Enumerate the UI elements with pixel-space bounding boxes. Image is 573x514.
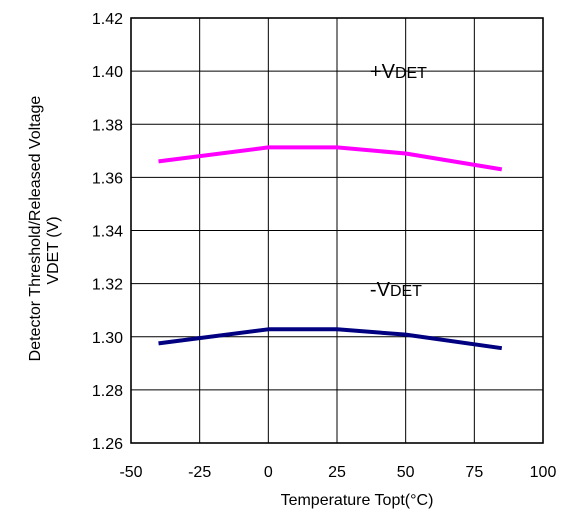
series-annotations: +VDET -VDET <box>370 61 427 301</box>
y-tick-label: 1.30 <box>92 330 123 347</box>
grid <box>130 17 544 444</box>
y-tick-label: 1.38 <box>92 117 123 134</box>
y-tick-labels: 1.26 1.28 1.30 1.32 1.34 1.36 1.38 1.40 1.42 <box>92 11 123 453</box>
series-annotation-1: +VDET <box>370 61 427 83</box>
x-tick-label: 75 <box>465 464 483 481</box>
series-annotation-2: -VDET <box>370 279 422 301</box>
x-tick-label: 50 <box>397 464 415 481</box>
y-tick-label: 1.32 <box>92 277 123 294</box>
y-axis-label: Detector Threshold/Released Voltage VDET… <box>27 96 62 362</box>
x-tick-labels: -50 -25 0 25 50 75 100 <box>119 464 556 481</box>
y-axis-label-line-1: Detector Threshold/Released Voltage <box>27 96 44 362</box>
y-tick-label: 1.40 <box>92 64 123 81</box>
y-axis-label-line-2: VDET (V) <box>45 216 62 284</box>
x-tick-label: 25 <box>328 464 346 481</box>
y-tick-label: 1.36 <box>92 170 123 187</box>
x-axis-label: Temperature Topt(°C) <box>281 492 434 509</box>
series-line-2 <box>158 327 503 351</box>
x-tick-label: -50 <box>119 464 142 481</box>
x-tick-label: -25 <box>188 464 211 481</box>
y-tick-label: 1.28 <box>92 383 123 400</box>
series-lines <box>158 145 503 351</box>
y-tick-label: 1.42 <box>92 11 123 28</box>
x-tick-label: 0 <box>264 464 273 481</box>
series-line-1 <box>158 145 503 172</box>
y-tick-label: 1.34 <box>92 224 123 241</box>
x-tick-label: 100 <box>530 464 557 481</box>
plot-area-frame <box>130 17 544 444</box>
y-tick-label: 1.26 <box>92 436 123 453</box>
